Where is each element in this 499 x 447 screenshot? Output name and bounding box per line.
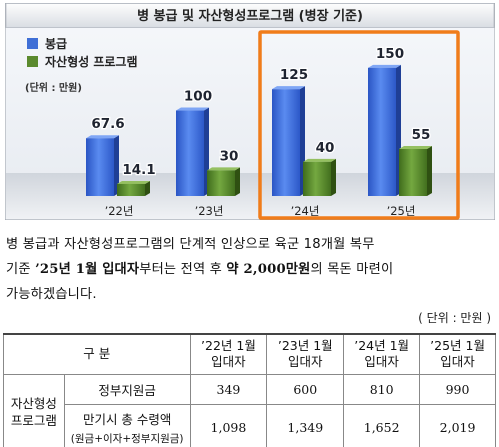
- x-tick-label: ’25년: [387, 204, 416, 218]
- header-col-2024: ’24년 1월 입대자: [343, 333, 421, 375]
- table-cell: 349: [189, 373, 268, 405]
- header-category: 구 분: [3, 333, 191, 375]
- highlight-amount: 약 2,000만원: [226, 262, 311, 277]
- data-label: 100: [184, 89, 212, 105]
- bar-top: [176, 107, 209, 111]
- savings-table: 구 분 ’22년 1월 입대자 ’23년 1월 입대자 ’24년 1월 입대자 ’25…: [3, 333, 496, 447]
- x-tick-label: ’22년: [105, 204, 134, 218]
- data-label: 150: [376, 46, 404, 62]
- table-header-row: 구 분 ’22년 1월 입대자 ’23년 1월 입대자 ’24년 1월 입대자 ’25…: [3, 333, 496, 375]
- header-col-2022: ’22년 1월 입대자: [189, 333, 268, 375]
- table-cell: 1,349: [266, 403, 345, 447]
- table-cell: 990: [419, 373, 496, 405]
- legend-swatch: [27, 38, 38, 49]
- bar: [272, 89, 300, 196]
- legend-entry: 봉급: [45, 37, 67, 51]
- paragraph-line-1: 병 봉급과 자산형성프로그램의 단계적 인상으로 육군 18개월 복무: [6, 237, 375, 252]
- legend-swatch: [27, 56, 38, 67]
- bar: [368, 67, 396, 197]
- highlight-box: [258, 30, 460, 220]
- chart-panel: 67.6 14.1’22년 100 30’23년 125 40’24년 150 55’25년 …: [5, 3, 495, 220]
- data-label: 14.1: [122, 162, 155, 178]
- table-cell: 600: [266, 373, 345, 405]
- table-cell: 810: [343, 373, 421, 405]
- paragraph-line-2: 기준 ’25년 1월 입대자부터는 전역 후 약 2,000만원의 목돈 마련이: [6, 257, 492, 282]
- header-col-2023: ’23년 1월 입대자: [266, 333, 345, 375]
- bar-top: [272, 86, 305, 90]
- chart-unit-label: (단위 : 만원): [25, 81, 82, 94]
- bar-side: [114, 135, 119, 196]
- bar-top: [368, 64, 401, 68]
- chart-title: 병 봉급 및 자산형성프로그램 (병장 기준): [137, 8, 363, 24]
- description-paragraph: 병 봉급과 자산형성프로그램의 단계적 인상으로 육군 18개월 복무 기준 ’…: [6, 232, 492, 307]
- bar: [86, 138, 114, 196]
- data-label: 125: [280, 67, 308, 83]
- bar: [176, 110, 204, 196]
- table-cell: 2,019: [419, 403, 496, 447]
- paragraph-text: 의 목돈 마련이: [310, 262, 394, 277]
- bar: [117, 183, 145, 196]
- legend-entry: 자산형성 프로그램: [45, 54, 138, 69]
- bar-top: [303, 158, 336, 162]
- group-label-asset-program: 자산형성 프로그램: [3, 373, 65, 447]
- bar-top: [399, 146, 432, 149]
- bar-top: [207, 167, 240, 171]
- bar-chart: 67.614.1’22년10030’23년12540’24년15055’25년 …: [5, 3, 495, 220]
- data-label: 67.6: [91, 116, 124, 132]
- data-label: 30: [220, 148, 239, 164]
- data-label: 40: [316, 140, 335, 156]
- bar-top: [86, 135, 119, 139]
- row-label-total-payout: 만기시 총 수령액 (원금+이자+정부지원금): [63, 403, 191, 447]
- data-label: 55: [412, 127, 431, 143]
- bar: [303, 161, 331, 196]
- bar-top: [117, 180, 150, 184]
- paragraph-text: 부터는 전역 후: [139, 262, 227, 277]
- paragraph-text: 기준: [6, 262, 36, 277]
- table-row: 만기시 총 수령액 (원금+이자+정부지원금) 1,098 1,349 1,652…: [4, 403, 496, 447]
- bar-side: [331, 158, 336, 196]
- bar: [207, 170, 235, 196]
- x-tick-label: ’24년: [291, 204, 320, 218]
- paragraph-line-3: 가능하겠습니다.: [6, 287, 97, 302]
- row-label-gov-support: 정부지원금: [63, 373, 191, 405]
- header-col-2025: ’25년 1월 입대자: [419, 333, 496, 375]
- bar: [399, 149, 427, 196]
- bar-side: [427, 146, 432, 196]
- x-tick-label: ’23년: [195, 204, 224, 218]
- table-cell: 1,652: [343, 403, 421, 447]
- bar-side: [145, 180, 150, 196]
- highlight-enlistment: ’25년 1월 입대자: [35, 262, 140, 277]
- table-cell: 1,098: [189, 403, 268, 447]
- table-row: 자산형성 프로그램 정부지원금 349 600 810 990: [3, 373, 496, 447]
- table-unit-note: ( 단위 : 만원 ): [418, 311, 491, 325]
- bar-side: [235, 167, 240, 196]
